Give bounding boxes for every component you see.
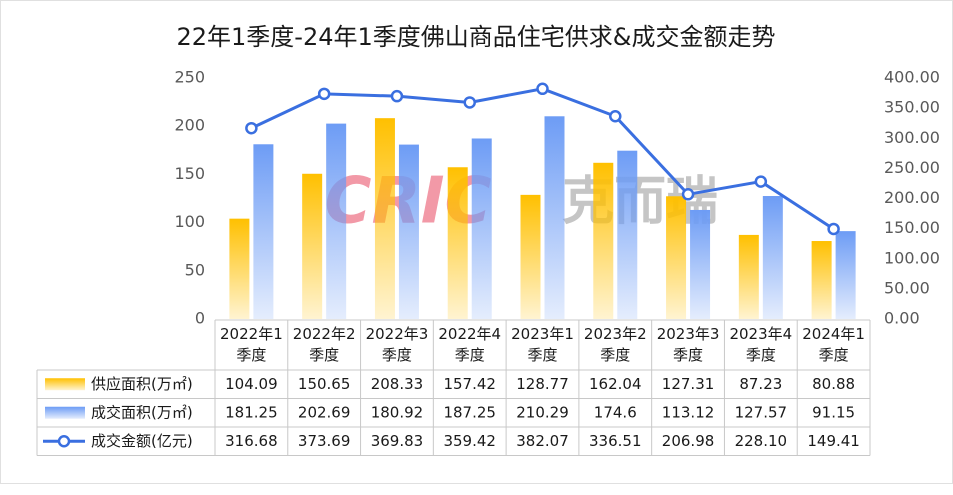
y-tick-label: 250 (174, 68, 205, 87)
line-marker (827, 222, 840, 236)
table-value: 208.33 (371, 375, 424, 393)
category-label: 2024年1 季度 (802, 325, 865, 364)
line-marker (463, 96, 476, 109)
line-marker (536, 82, 549, 96)
category-label: 2023年4 季度 (729, 325, 792, 364)
legend-swatch (45, 378, 85, 391)
category-label: 2022年3 季度 (366, 325, 429, 364)
table-value: 128.77 (516, 375, 569, 393)
y2-tick-label: 300.00 (884, 128, 940, 147)
bar (398, 144, 419, 319)
bar (326, 123, 347, 319)
line-marker (609, 110, 622, 123)
table-value: 87.23 (739, 375, 782, 393)
legend-swatch (57, 435, 71, 448)
table-value: 80.88 (812, 375, 855, 393)
y-tick-label: 0 (195, 309, 205, 328)
table-value: 104.09 (225, 375, 278, 393)
table-value: 127.57 (735, 403, 788, 421)
category-label: 2023年2 季度 (584, 325, 647, 364)
legend-label: 成交金额(亿元) (91, 432, 193, 450)
y2-tick-label: 250.00 (884, 158, 940, 177)
bar (835, 231, 856, 319)
table-value: 162.04 (589, 375, 642, 393)
bar (762, 196, 783, 319)
table-value: 373.69 (298, 432, 351, 450)
bar (229, 218, 250, 319)
category-label: 2022年1 季度 (220, 325, 283, 364)
line-marker (681, 188, 695, 201)
y2-tick-label: 200.00 (884, 188, 940, 207)
table-value: 113.12 (662, 403, 715, 421)
table-value: 174.6 (594, 403, 637, 421)
y-tick-label: 50 (185, 260, 205, 279)
line-marker (754, 175, 768, 188)
table-value: 127.31 (662, 375, 715, 393)
bar (302, 173, 323, 319)
category-label: 2023年3 季度 (657, 325, 720, 364)
category-label: 2023年1 季度 (511, 325, 574, 364)
table-value: 336.51 (589, 432, 642, 450)
table-value: 228.10 (735, 432, 788, 450)
table-value: 316.68 (225, 432, 278, 450)
legend-label: 供应面积(万㎡) (91, 375, 193, 393)
bar (593, 162, 614, 319)
line-marker (317, 87, 331, 101)
bar (690, 209, 711, 319)
bar (666, 196, 687, 319)
bar (520, 194, 541, 319)
bar (471, 138, 492, 319)
line-marker (245, 121, 258, 135)
bar (447, 167, 468, 319)
chart-title: 22年1季度-24年1季度佛山商品住宅供求&成交金额走势 (177, 23, 776, 51)
y2-tick-label: 100.00 (884, 248, 940, 267)
y2-tick-label: 0.00 (884, 309, 920, 328)
table-value: 180.92 (371, 403, 424, 421)
bar (544, 116, 565, 319)
y2-tick-label: 150.00 (884, 218, 940, 237)
bar (253, 144, 274, 319)
table-value: 206.98 (662, 432, 715, 450)
table-value: 210.29 (516, 403, 569, 421)
legend-swatch (45, 406, 85, 419)
table-value: 150.65 (298, 375, 351, 393)
category-label: 2022年4 季度 (438, 325, 501, 364)
table-value: 149.41 (807, 432, 860, 450)
table-value: 91.15 (812, 403, 855, 421)
y-tick-label: 100 (174, 212, 205, 231)
y2-tick-label: 400.00 (884, 68, 940, 87)
bar (617, 150, 638, 319)
table-value: 382.07 (516, 432, 569, 450)
line-marker (390, 89, 404, 103)
table-value: 181.25 (225, 403, 278, 421)
category-label: 2022年2 季度 (293, 325, 356, 364)
y-tick-label: 200 (174, 116, 205, 135)
table-value: 369.83 (371, 432, 424, 450)
table-value: 202.69 (298, 403, 351, 421)
table-value: 187.25 (443, 403, 496, 421)
bar (738, 234, 759, 319)
table-value: 359.42 (443, 432, 496, 450)
y2-tick-label: 50.00 (884, 278, 930, 297)
y2-tick-label: 350.00 (884, 98, 940, 117)
table-value: 157.42 (443, 375, 496, 393)
bar (811, 241, 832, 319)
y-tick-label: 150 (174, 164, 205, 183)
bar (374, 118, 395, 319)
legend-label: 成交面积(万㎡) (91, 403, 193, 421)
